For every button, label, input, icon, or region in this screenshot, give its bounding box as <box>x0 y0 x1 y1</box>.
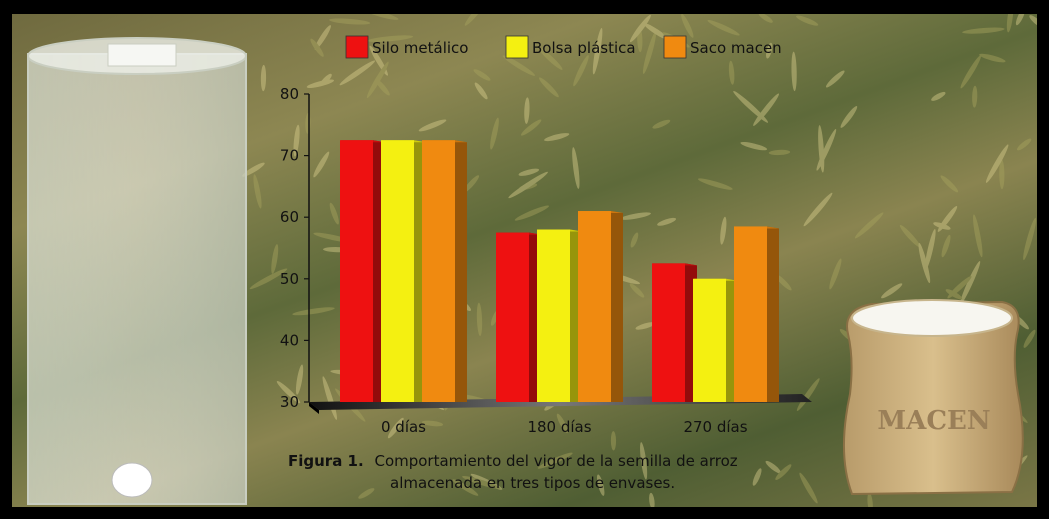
bar <box>340 140 385 402</box>
y-tick-label: 30 <box>280 393 299 411</box>
bar <box>652 263 697 402</box>
bar-front <box>734 226 767 402</box>
bar <box>693 278 738 402</box>
bar-front <box>422 140 455 402</box>
chart-legend: Silo metálico Bolsa plástica Saco macen <box>345 35 782 59</box>
bar-front <box>340 140 373 402</box>
y-tick-label: 80 <box>280 85 299 103</box>
bar-front <box>537 229 570 402</box>
chart: MACEN 30 40 50 60 70 80 0 días 180 días 270 día… <box>27 14 1037 507</box>
legend-swatch <box>345 35 369 59</box>
bar-side <box>611 211 623 402</box>
bar <box>422 140 467 402</box>
figure-panel: MACEN 30 40 50 60 70 80 0 días 180 días 270 día… <box>12 14 1037 507</box>
bar-front <box>578 211 611 402</box>
chart-bars: 0 días 180 días 270 días <box>340 140 779 436</box>
chart-floor-edge <box>309 402 319 414</box>
caption-label: Figura 1. <box>288 452 364 470</box>
bar-front <box>496 232 529 402</box>
y-tick-label: 60 <box>280 208 299 226</box>
silo-illustration <box>27 37 247 505</box>
legend-label: Bolsa plástica <box>532 39 636 57</box>
legend-label: Saco macen <box>690 39 782 57</box>
bar-front <box>381 140 414 402</box>
legend-item: Bolsa plástica <box>505 35 636 59</box>
y-tick-label: 40 <box>280 331 299 349</box>
bar <box>496 232 541 402</box>
bar-front <box>693 278 726 402</box>
figure-caption-line2: almacenada en tres tipos de envases. <box>390 474 675 492</box>
legend-label: Silo metálico <box>372 39 468 57</box>
bar <box>734 226 779 402</box>
bar <box>537 229 582 402</box>
legend-swatch <box>663 35 687 59</box>
bar <box>578 211 623 402</box>
bar-front <box>652 263 685 402</box>
x-category-label: 0 días <box>381 418 426 436</box>
bar-side <box>455 140 467 402</box>
figure-caption-line1: Figura 1. Comportamiento del vigor de la… <box>288 452 738 470</box>
bar-side <box>767 226 779 402</box>
x-category-label: 270 días <box>683 418 747 436</box>
y-tick-label: 50 <box>280 270 299 288</box>
macen-sack-illustration: MACEN <box>842 299 1024 496</box>
legend-item: Saco macen <box>663 35 782 59</box>
x-category-label: 180 días <box>527 418 591 436</box>
sack-label: MACEN <box>877 406 990 436</box>
legend-item: Silo metálico <box>345 35 468 59</box>
caption-line1-text: Comportamiento del vigor de la semilla d… <box>374 452 737 470</box>
bar <box>381 140 426 402</box>
legend-swatch <box>505 35 529 59</box>
y-tick-label: 70 <box>280 147 299 165</box>
